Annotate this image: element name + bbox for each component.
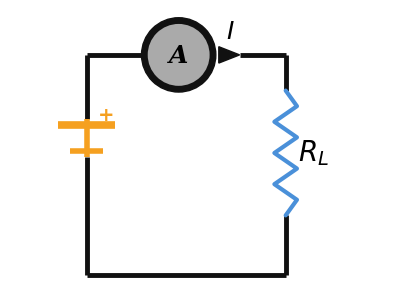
Polygon shape <box>219 47 240 63</box>
Text: A: A <box>169 44 188 68</box>
Circle shape <box>141 18 216 92</box>
Text: +: + <box>97 106 114 125</box>
Circle shape <box>146 22 211 88</box>
Text: $R_L$: $R_L$ <box>298 138 329 168</box>
Text: $I$: $I$ <box>226 21 235 44</box>
